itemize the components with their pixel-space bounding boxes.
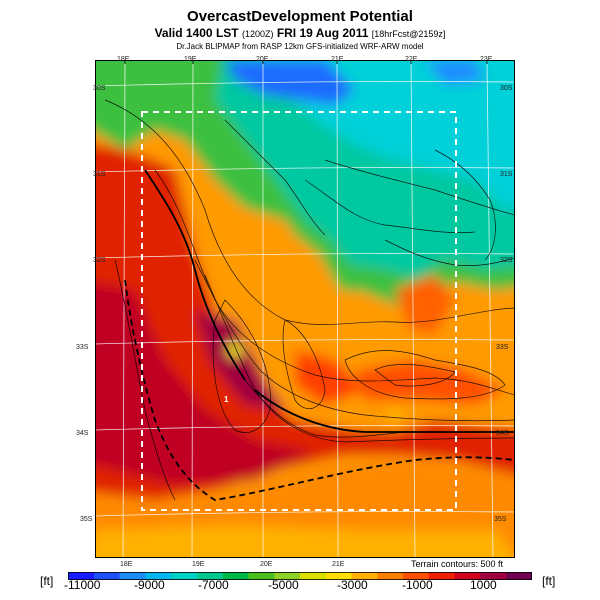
colorbar-swatch xyxy=(325,572,353,580)
lon-label-bottom: 18E xyxy=(120,561,133,568)
colorbar-swatch xyxy=(222,572,249,580)
colorbar-swatch xyxy=(454,572,481,580)
valid-utc: (1200Z) xyxy=(241,29,274,39)
colorbar-swatch xyxy=(248,572,275,580)
lon-label-bottom: 19E xyxy=(192,561,205,568)
lat-label-left: 33S xyxy=(76,344,89,351)
lat-label-left: 30S xyxy=(93,85,106,92)
lat-label-right: 32S xyxy=(500,257,513,264)
terrain-contour-note: Terrain contours: 500 ft xyxy=(410,559,503,569)
colorbar-swatch xyxy=(171,572,198,580)
lon-label-bottom: 20E xyxy=(260,561,273,568)
lat-label-right: 31S xyxy=(500,171,513,178)
lon-label-top: 18E xyxy=(117,56,130,63)
colorbar-label: -9000 xyxy=(134,578,165,592)
forecast-map xyxy=(95,60,515,558)
colorbar-swatch xyxy=(351,572,378,580)
colorbar-swatch xyxy=(428,572,456,580)
colorbar-swatch xyxy=(403,572,430,580)
valid-date: FRI 19 Aug 2011 xyxy=(276,26,369,40)
unit-right: [ft] xyxy=(542,574,556,588)
colorbar-frame xyxy=(68,572,532,580)
colorbar-swatch xyxy=(300,572,327,580)
lat-label-right: 30S xyxy=(500,85,513,92)
colorbar-label: -11000 xyxy=(64,578,101,592)
colorbar-swatch xyxy=(274,572,301,580)
lat-label-left: 35S xyxy=(80,516,93,523)
lon-label-top: 19E xyxy=(184,56,197,63)
lon-label-top: 21E xyxy=(331,56,344,63)
colorbar-swatch xyxy=(119,572,146,580)
lon-label-top: 20E xyxy=(256,56,269,63)
colorbar-swatch xyxy=(93,572,121,580)
colorbar-label: -3000 xyxy=(337,578,368,592)
colorbar-label: -7000 xyxy=(198,578,229,592)
valid-time: Valid 1400 LST (1200Z) FRI 19 Aug 2011 [… xyxy=(0,26,600,40)
colorbar-label: 1000 xyxy=(470,578,497,592)
lon-label-top: 23E xyxy=(480,56,493,63)
colorbar xyxy=(68,572,532,580)
colorbar-swatch xyxy=(145,572,172,580)
colorbar-swatch xyxy=(377,572,404,580)
lat-label-left: 32S xyxy=(93,257,106,264)
colorbar-swatch xyxy=(506,572,532,580)
model-source: Dr.Jack BLIPMAP from RASP 12km GFS-initi… xyxy=(176,42,424,51)
lat-label-right: 35S xyxy=(494,516,507,523)
lon-label-top: 22E xyxy=(405,56,418,63)
lat-label-left: 34S xyxy=(76,430,89,437)
lat-label-left: 31S xyxy=(93,171,106,178)
lon-label-bottom: 21E xyxy=(332,561,345,568)
valid-forecast: [18hrFcst@2159z] xyxy=(371,29,446,39)
chart-title: OvercastDevelopment Potential xyxy=(187,8,413,25)
colorbar-swatch xyxy=(196,572,224,580)
colorbar-label: -1000 xyxy=(402,578,433,592)
lat-label-right: 33S xyxy=(496,344,509,351)
lat-label-right: 34S xyxy=(496,430,509,437)
colorbar-swatch xyxy=(68,572,95,580)
station-marker: 1 xyxy=(224,395,229,404)
unit-left: [ft] xyxy=(40,574,54,588)
valid-main: Valid 1400 LST xyxy=(154,26,239,40)
colorbar-swatch xyxy=(480,572,507,580)
colorbar-label: -5000 xyxy=(268,578,299,592)
